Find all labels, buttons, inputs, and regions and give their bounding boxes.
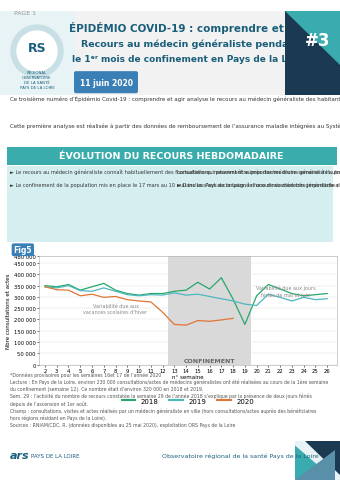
Text: ars: ars <box>10 450 30 460</box>
Text: ÉPIDÉMIO COVID-19 : comprendre et agir: ÉPIDÉMIO COVID-19 : comprendre et agir <box>69 22 311 34</box>
Text: Ce troisième numéro d’Épidémio Covid-19 : comprendre et agir analyse le recours : Ce troisième numéro d’Épidémio Covid-19 … <box>10 96 340 102</box>
Text: Variabilité due aux jours
fériés de mai et juin: Variabilité due aux jours fériés de mai … <box>256 285 316 297</box>
Polygon shape <box>285 12 340 66</box>
Circle shape <box>11 26 63 78</box>
Polygon shape <box>295 441 340 480</box>
Text: *Données provisoires pour les semâines 16et 17 de l’année 2020
Lecture : En Pays: *Données provisoires pour les semâines 1… <box>10 372 328 427</box>
Text: Observatoire régional de la santé Pays de la Loire: Observatoire régional de la santé Pays d… <box>162 453 318 458</box>
Text: le 1ᵉʳ mois de confinement en Pays de la Loire: le 1ᵉʳ mois de confinement en Pays de la… <box>72 55 307 63</box>
Text: #3: #3 <box>305 32 331 50</box>
Text: Cette première analyse est réalisée à partir des données de remboursement de l’a: Cette première analyse est réalisée à pa… <box>10 124 340 129</box>
Bar <box>168 257 251 365</box>
Text: RS: RS <box>28 41 46 55</box>
Text: Recours au médecin généraliste pendant: Recours au médecin généraliste pendant <box>81 39 300 49</box>
X-axis label: n° semaine: n° semaine <box>172 375 204 380</box>
Bar <box>285 12 340 96</box>
Polygon shape <box>305 441 340 475</box>
Text: 11 juin 2020: 11 juin 2020 <box>80 79 133 87</box>
Bar <box>0 12 75 96</box>
Text: PAGE 1: PAGE 1 <box>14 11 36 16</box>
Polygon shape <box>295 445 335 480</box>
Text: consultations, notamment auprès des médecins généralistes, pour certains symptôm: consultations, notamment auprès des méde… <box>177 169 340 188</box>
Polygon shape <box>295 450 335 480</box>
FancyBboxPatch shape <box>74 72 138 94</box>
Circle shape <box>17 32 57 72</box>
Y-axis label: Nbre consultations et actes: Nbre consultations et actes <box>6 273 11 348</box>
Text: Fig5: Fig5 <box>14 246 32 255</box>
Text: ÉVOLUTION DU RECOURS HEBDOMADAIRE: ÉVOLUTION DU RECOURS HEBDOMADAIRE <box>59 152 284 161</box>
Legend: 2018, 2019, 2020: 2018, 2019, 2020 <box>119 395 257 407</box>
Text: Variabilité due aux
vacances scolaires d'hiver: Variabilité due aux vacances scolaires d… <box>84 303 148 314</box>
Text: CONFINEMENT: CONFINEMENT <box>184 358 235 363</box>
Text: PAYS DE LA LOIRE: PAYS DE LA LOIRE <box>31 453 79 458</box>
Text: RÉGIONAL
OBSERVATOIRE
DE LA SANTÉ
PAYS DE LA LOIRE: RÉGIONAL OBSERVATOIRE DE LA SANTÉ PAYS D… <box>20 71 54 89</box>
Text: ► Le recours au médecin généraliste connaît habituellement des fluctuations qui : ► Le recours au médecin généraliste conn… <box>10 169 340 188</box>
